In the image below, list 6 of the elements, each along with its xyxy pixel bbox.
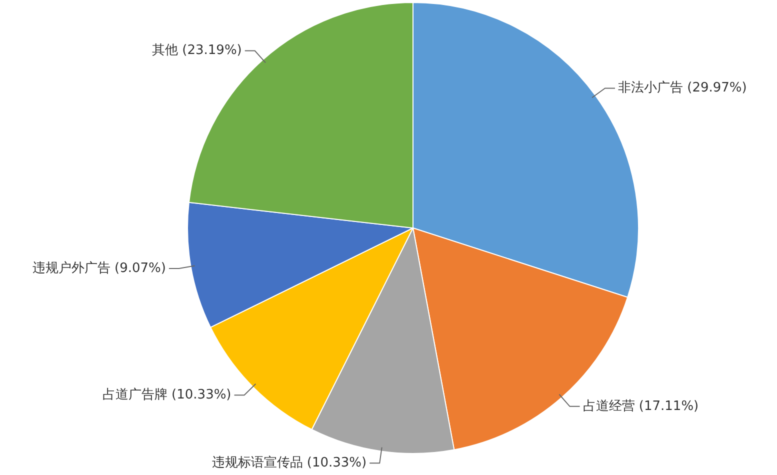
slice-label: 非法小广告 (29.97%): [618, 80, 747, 96]
slice-label: 其他 (23.19%): [152, 43, 242, 58]
slice-label: 占道经营 (17.11%): [582, 398, 699, 414]
slice-label: 违规户外广告 (9.07%): [32, 260, 166, 276]
slice-label: 占道广告牌 (10.33%): [102, 388, 232, 403]
slice-label: 违规标语宣传品 (10.33%): [212, 454, 367, 471]
